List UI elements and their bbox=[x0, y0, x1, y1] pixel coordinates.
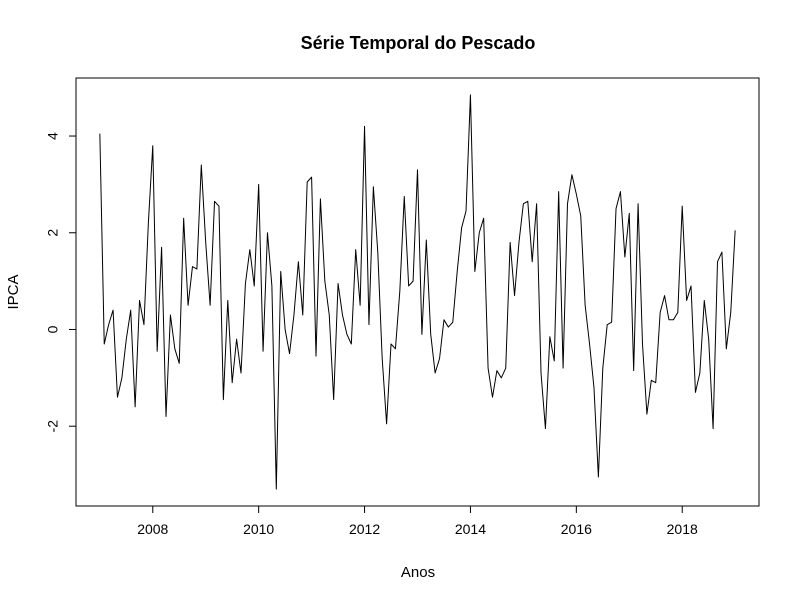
y-tick-label: 4 bbox=[45, 132, 61, 140]
x-axis-label: Anos bbox=[401, 564, 435, 581]
x-tick-label: 2012 bbox=[349, 521, 380, 537]
x-tick-label: 2010 bbox=[243, 521, 274, 537]
chart-title: Série Temporal do Pescado bbox=[301, 33, 536, 53]
series-line bbox=[99, 94, 736, 490]
series-layer bbox=[99, 94, 736, 490]
x-axis: 2008 2010 2012 2014 2016 2018 bbox=[137, 505, 698, 537]
y-axis: -2 0 2 4 bbox=[45, 132, 77, 433]
x-tick-label: 2018 bbox=[667, 521, 698, 537]
y-tick-label: -2 bbox=[45, 420, 61, 433]
y-tick-label: 2 bbox=[45, 229, 61, 237]
x-tick-label: 2014 bbox=[455, 521, 486, 537]
x-tick-label: 2008 bbox=[137, 521, 168, 537]
y-tick-label: 0 bbox=[45, 325, 61, 333]
plot-frame bbox=[75, 77, 760, 507]
x-tick-label: 2016 bbox=[561, 521, 592, 537]
y-axis-label: IPCA bbox=[5, 274, 22, 309]
